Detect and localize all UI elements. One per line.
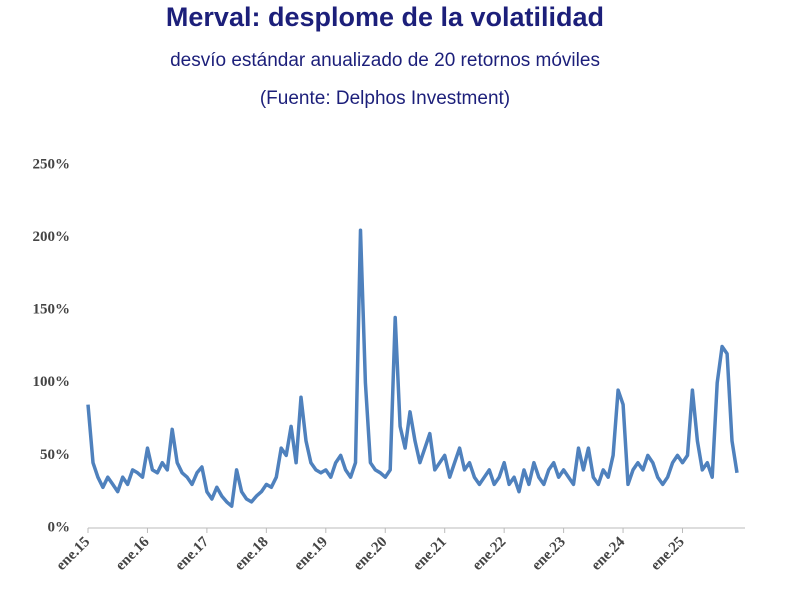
chart-source: (Fuente: Delphos Investment) xyxy=(260,88,510,109)
y-tick-label: 200% xyxy=(33,229,71,245)
y-tick-label: 0% xyxy=(48,519,71,535)
x-tick-label: ene.25 xyxy=(648,534,688,574)
x-tick-label: ene.18 xyxy=(232,534,272,574)
x-tick-label: ene.19 xyxy=(291,534,331,574)
x-tick-label: ene.17 xyxy=(172,534,212,574)
x-tick-label: ene.20 xyxy=(351,534,391,574)
y-tick-label: 150% xyxy=(33,302,71,318)
y-tick-label: 250% xyxy=(33,156,71,172)
x-tick-label: ene.16 xyxy=(113,534,153,574)
line-series xyxy=(86,228,739,508)
x-tick-label: ene.21 xyxy=(410,534,450,574)
x-tick-label: ene.23 xyxy=(529,534,569,574)
y-tick-label: 100% xyxy=(33,374,71,390)
x-tick-label: ene.15 xyxy=(53,534,93,574)
x-tick-label: ene.22 xyxy=(470,534,510,574)
chart-title: Merval: desplome de la volatilidad xyxy=(166,2,604,32)
chart-subtitle: desvío estándar anualizado de 20 retorno… xyxy=(170,50,600,71)
x-tick-label: ene.24 xyxy=(588,534,628,574)
y-tick-label: 50% xyxy=(40,447,70,463)
